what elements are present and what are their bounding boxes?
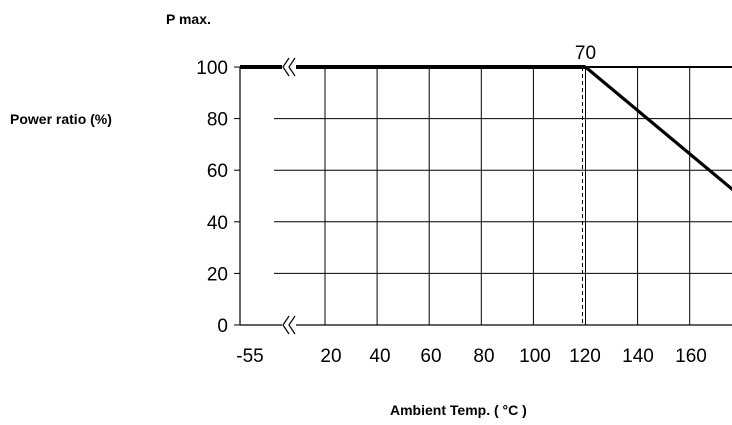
x-tick-label: 160 <box>675 346 707 367</box>
x-tick-label: -55 <box>236 346 263 367</box>
y-tick-label: 60 <box>207 161 228 182</box>
chart-title: P max. <box>166 11 211 27</box>
y-tick-label: 80 <box>207 110 228 131</box>
x-tick-label: 40 <box>369 346 390 367</box>
x-axis-label: Ambient Temp. ( °C ) <box>390 402 527 418</box>
x-tick-label: 20 <box>320 346 341 367</box>
x-tick-label: 60 <box>420 346 441 367</box>
y-axis-label: Power ratio (%) <box>10 111 112 127</box>
x-axis-break-bottom <box>282 315 296 335</box>
annotations: 70125 <box>575 43 596 64</box>
tick-labels: 0 20 40 60 80 100 -55 20 40 60 80 100 120 140 160 <box>196 58 707 367</box>
x-tick-label: 120 <box>569 346 601 367</box>
break-mark <box>282 315 296 335</box>
x-tick-label: 80 <box>473 346 494 367</box>
x-tick-label: 140 <box>622 346 654 367</box>
y-tick-label: 100 <box>196 58 228 79</box>
y-tick-label: 0 <box>217 316 228 337</box>
grid <box>274 67 732 325</box>
series-derating-slope <box>584 65 732 192</box>
break-mark <box>282 57 296 77</box>
axes <box>234 57 732 335</box>
series-line <box>240 67 732 325</box>
annotation-70: 70 <box>575 43 596 64</box>
x-axis-break-top <box>282 57 296 77</box>
x-tick-label: 100 <box>519 346 551 367</box>
y-tick-label: 20 <box>207 264 228 285</box>
series <box>240 65 732 325</box>
y-tick-label: 40 <box>207 213 228 234</box>
